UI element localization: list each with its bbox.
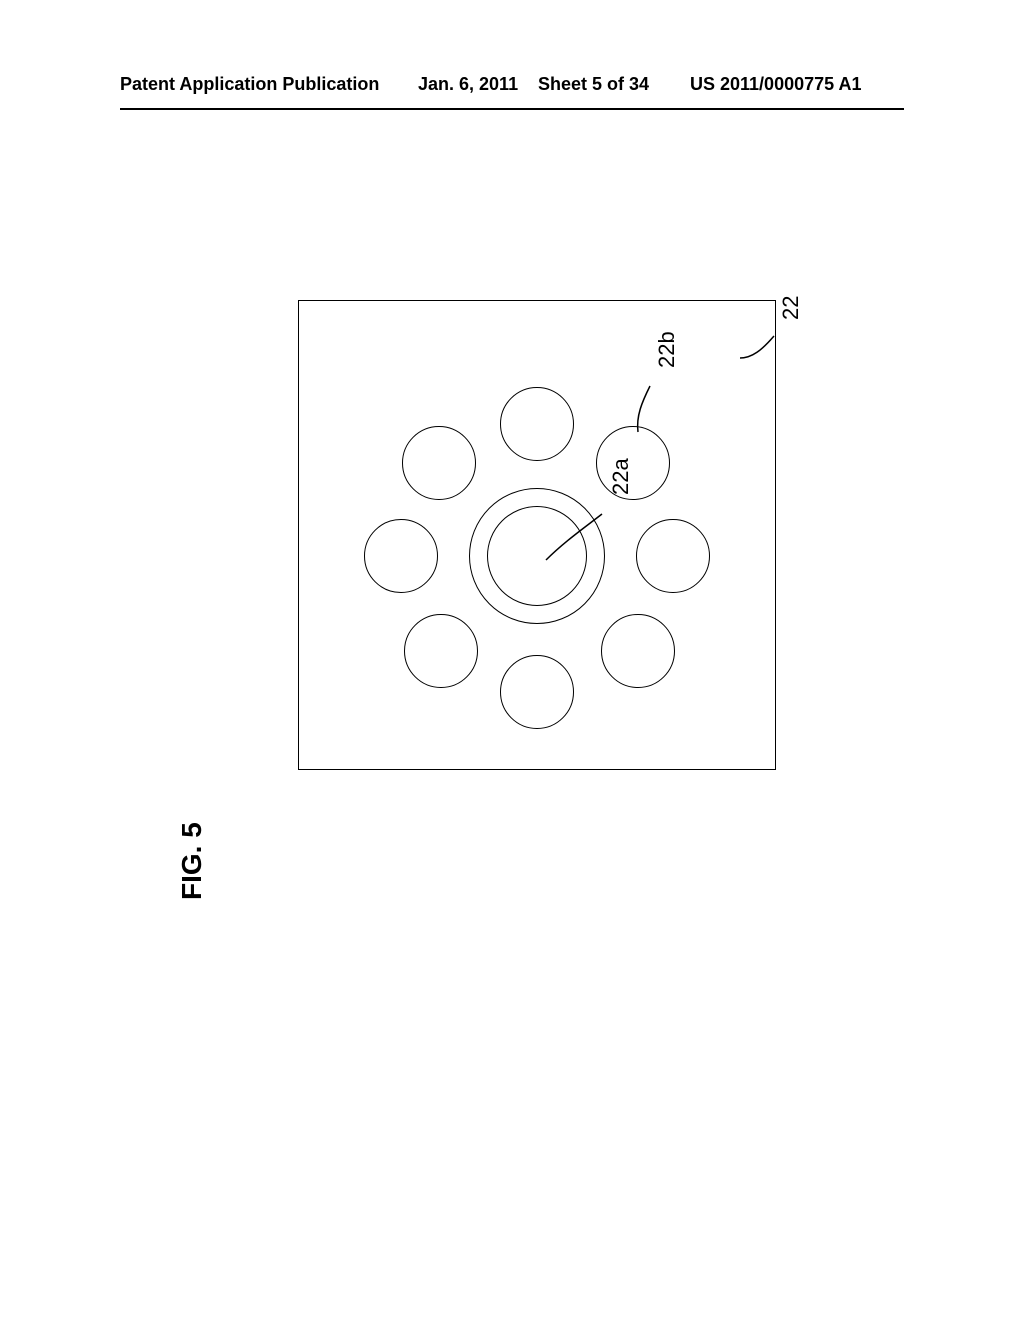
lead-outer-hole [638, 386, 650, 432]
lead-lines [0, 0, 1024, 1320]
ref-center-hole: 22a [608, 458, 634, 495]
lead-part [740, 336, 774, 358]
lead-center-hole [546, 514, 602, 560]
page-root: Patent Application Publication Jan. 6, 2… [0, 0, 1024, 1320]
ref-outer-hole: 22b [654, 331, 680, 368]
ref-part: 22 [778, 296, 804, 320]
